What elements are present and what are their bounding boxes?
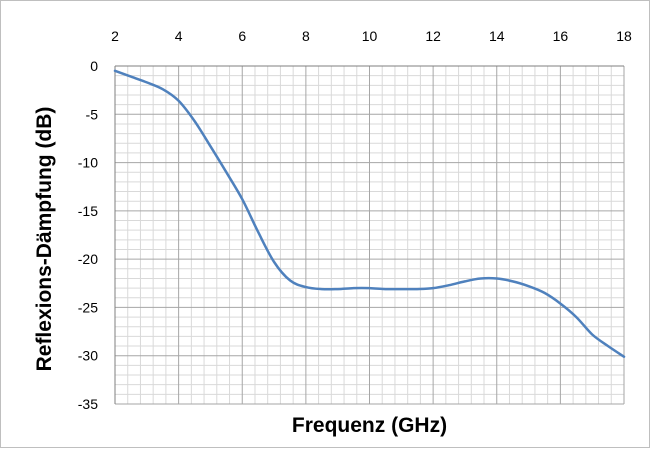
y-tick-label: -20	[78, 251, 98, 267]
x-tick-label: 18	[616, 28, 632, 44]
series-line	[113, 69, 626, 358]
y-axis-title: Reflexions-Dämpfung (dB)	[33, 107, 56, 372]
x-tick-label: 14	[489, 28, 505, 44]
x-tick-label: 8	[302, 28, 310, 44]
x-tick-label: 16	[553, 28, 569, 44]
x-tick-label: 10	[362, 28, 378, 44]
x-tick-label: 12	[425, 28, 441, 44]
x-tick-label: 2	[111, 28, 119, 44]
x-axis-title: Frequenz (GHz)	[292, 414, 447, 437]
y-tick-label: -35	[78, 396, 98, 412]
y-tick-label: 0	[90, 58, 98, 74]
y-tick-label: -5	[86, 106, 99, 122]
x-tick-label: 4	[175, 28, 183, 44]
x-tick-labels: 2 4 6 8 10 12 14 16 18	[111, 28, 632, 44]
y-tick-labels: 0 -5 -10 -15 -20 -25 -30 -35	[78, 58, 98, 412]
y-tick-label: -15	[78, 203, 98, 219]
series-layer	[113, 69, 626, 358]
y-tick-label: -30	[78, 348, 98, 364]
y-tick-label: -25	[78, 299, 98, 315]
plot-area-border	[114, 65, 624, 404]
y-tick-label: -10	[78, 155, 98, 171]
x-tick-label: 6	[238, 28, 246, 44]
